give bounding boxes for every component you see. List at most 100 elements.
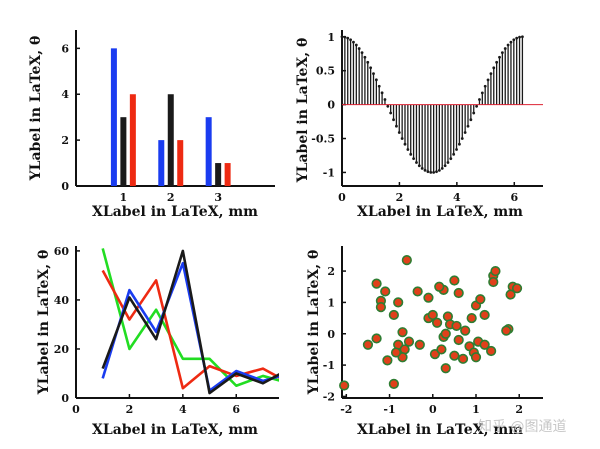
stem-marker: [498, 55, 501, 59]
stem-marker: [458, 142, 461, 146]
p1-x-tick-label: 2: [167, 191, 175, 204]
scatter-point: [375, 302, 387, 313]
p4-x-tick-label: -2: [340, 403, 352, 416]
scatter-point: [470, 352, 482, 363]
bar-red: [129, 94, 136, 186]
stem-marker: [455, 148, 458, 151]
scatter-point: [393, 297, 404, 308]
stem-marker: [475, 104, 478, 108]
scatter-point: [440, 363, 451, 374]
p2-y-tick-label: -1: [323, 166, 335, 179]
p1-ylabel: YLabel in LaTeX, θ: [28, 36, 44, 182]
scatter-point: [382, 355, 393, 366]
p3-y-tick-label: 60: [54, 245, 70, 258]
scatter-point: [449, 275, 460, 286]
stem-marker: [483, 84, 487, 88]
stem-marker: [452, 152, 456, 156]
scatter-point: [390, 347, 402, 358]
scatter-point: [501, 325, 512, 336]
scatter-point: [371, 278, 382, 289]
p2-ylabel: YLabel in LaTeX, θ: [295, 38, 311, 184]
p1-x-tick-label: 1: [120, 191, 128, 204]
stem-marker: [443, 164, 447, 168]
p3-y-tick-label: 20: [54, 343, 70, 356]
stem-marker: [377, 84, 381, 88]
scatter-point: [449, 350, 460, 361]
stem-marker: [395, 124, 398, 128]
stem-chart-panel: 0 2 4 6 -1 -0.5 0 0.5 1 XLabel in LaTeX, mm YLab…: [295, 30, 543, 220]
stem-marker: [406, 148, 410, 151]
stem-marker: [466, 124, 470, 128]
p4-x-tick-label: 1: [472, 403, 480, 416]
bar-black: [120, 117, 127, 186]
stem-marker: [397, 131, 401, 134]
stem-marker: [369, 66, 373, 70]
scatter-point: [440, 328, 451, 339]
scatter-point: [511, 283, 523, 294]
stem-marker: [512, 38, 516, 42]
stem-marker: [521, 35, 524, 39]
line-black: [101, 249, 279, 395]
stem-marker: [472, 111, 476, 115]
stem-marker: [409, 152, 413, 156]
p4-y-tick-label: -1: [323, 359, 335, 372]
scatter-point: [388, 378, 399, 389]
scatter-point: [486, 345, 497, 357]
scatter-point: [403, 336, 415, 347]
stem-marker: [415, 161, 418, 164]
line-green: [101, 248, 279, 388]
stem-marker: [435, 170, 438, 174]
stem-marker: [383, 98, 387, 101]
stem-marker: [372, 72, 375, 76]
stem-marker: [363, 55, 367, 59]
scatter-point: [453, 287, 464, 299]
watermark-text: 知乎 @图通道: [478, 418, 566, 435]
p3-xlabel: XLabel in LaTeX, mm: [92, 422, 258, 438]
scatter-point: [427, 309, 438, 321]
stem-marker: [417, 164, 421, 168]
p4-y-tick-label: 0: [327, 328, 335, 341]
bar-blue: [158, 140, 165, 186]
scatter-point: [414, 339, 425, 350]
stem-marker: [420, 166, 424, 170]
stem-marker: [354, 43, 358, 47]
bar-blue: [110, 48, 117, 187]
bar-black: [215, 163, 222, 186]
scatter-point: [436, 344, 447, 355]
stem-marker: [440, 166, 444, 170]
stem-marker: [349, 38, 352, 42]
stem-marker: [426, 170, 430, 174]
p3-ylabel: YLabel in LaTeX, θ: [36, 250, 52, 396]
p3-x-tick-label: 6: [232, 403, 240, 416]
bar-blue: [205, 117, 212, 186]
stem-marker: [460, 137, 464, 140]
stem-marker: [449, 157, 453, 161]
p1-y-tick-label: 4: [61, 88, 69, 101]
stem-marker: [489, 72, 493, 76]
stem-marker: [469, 118, 473, 122]
stem-marker: [515, 36, 519, 40]
p1-y-tick-label: 2: [61, 134, 69, 147]
scatter-point: [423, 292, 434, 303]
p4-y-tick-label: 2: [327, 265, 335, 278]
scatter-point: [397, 327, 408, 338]
p4-ylabel: YLabel in LaTeX, θ: [306, 250, 322, 396]
stem-marker: [492, 66, 496, 70]
p2-x-tick-label: 4: [453, 191, 461, 204]
stem-marker: [412, 157, 415, 161]
p1-xlabel: XLabel in LaTeX, mm: [92, 204, 258, 220]
scatter-point: [479, 309, 490, 321]
stem-marker: [403, 142, 407, 146]
p3-x-tick-label: 4: [179, 403, 187, 416]
scatter-point: [380, 286, 391, 297]
bar-red: [224, 163, 231, 186]
stem-marker: [500, 51, 504, 55]
p2-x-tick-label: 6: [510, 191, 518, 204]
scatter-point: [431, 317, 443, 328]
scatter-point: [457, 353, 469, 364]
stem-marker: [380, 91, 384, 95]
p3-y-tick-label: 40: [54, 294, 70, 307]
stem-marker: [506, 43, 510, 47]
p2-xlabel: XLabel in LaTeX, mm: [357, 204, 523, 220]
